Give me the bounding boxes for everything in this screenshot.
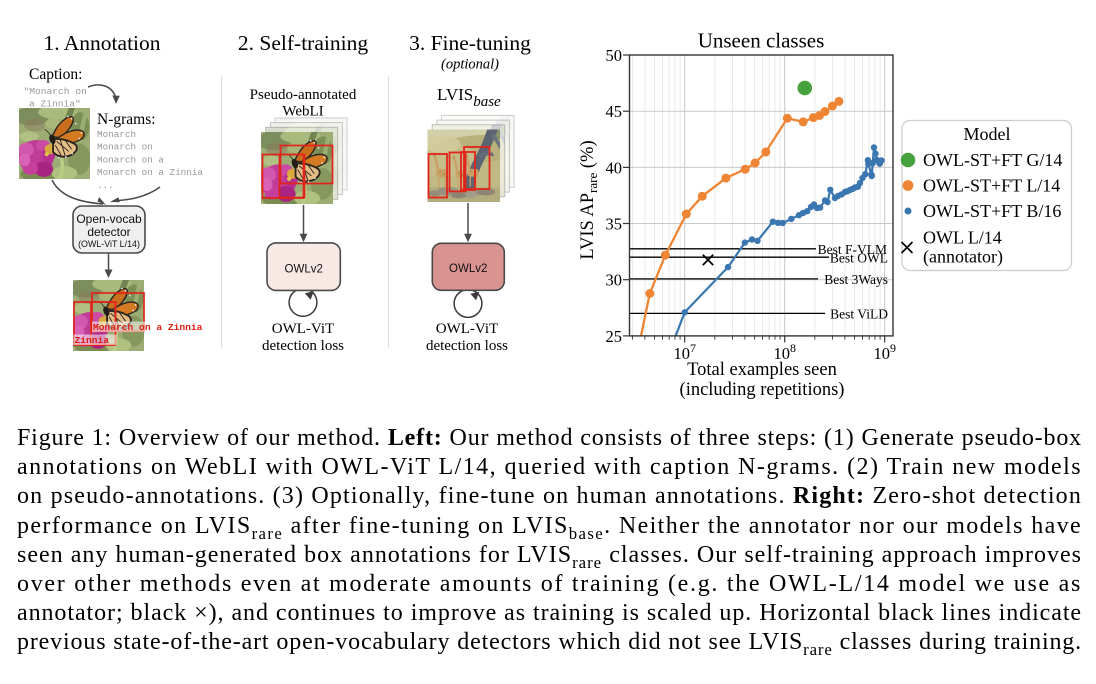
svg-text:Caption:: Caption: — [29, 66, 82, 83]
svg-text:Monarch on a: Monarch on a — [97, 154, 164, 165]
svg-text:Unseen classes: Unseen classes — [698, 29, 825, 53]
svg-text:detection loss: detection loss — [426, 338, 508, 354]
svg-text:detector: detector — [87, 225, 130, 239]
svg-text:Monarch on a Zinnia: Monarch on a Zinnia — [97, 167, 203, 178]
svg-text:(including repetitions): (including repetitions) — [680, 380, 845, 400]
svg-text:Best F-VLM: Best F-VLM — [818, 242, 887, 257]
svg-text:N-grams:: N-grams: — [97, 111, 156, 128]
svg-text:LVIS APrare (%): LVIS APrare (%) — [578, 140, 600, 259]
svg-text:1. Annotation: 1. Annotation — [43, 31, 160, 55]
svg-text:Zinnia: Zinnia — [75, 335, 110, 346]
svg-text:OWL-ST+FT B/16: OWL-ST+FT B/16 — [923, 201, 1061, 221]
svg-text:(optional): (optional) — [441, 57, 499, 73]
svg-text:OWL-ViT: OWL-ViT — [272, 321, 334, 337]
svg-text:2. Self-training: 2. Self-training — [238, 31, 368, 55]
svg-text:Total examples seen: Total examples seen — [687, 360, 837, 380]
svg-text:50: 50 — [606, 46, 623, 65]
svg-text:OWL-ST+FT G/14: OWL-ST+FT G/14 — [923, 150, 1062, 170]
svg-text:WebLI: WebLI — [282, 104, 323, 120]
svg-text:a Zinnia": a Zinnia" — [29, 99, 81, 110]
svg-text:LVISbase: LVISbase — [437, 85, 501, 110]
svg-text:detection loss: detection loss — [262, 338, 344, 354]
svg-text:(annotator): (annotator) — [923, 247, 1003, 268]
svg-text:OWL L/14: OWL L/14 — [923, 228, 1002, 248]
svg-text:OWLv2: OWLv2 — [449, 263, 487, 275]
svg-text:3. Fine-tuning: 3. Fine-tuning — [409, 31, 531, 55]
svg-text:Best 3Ways: Best 3Ways — [824, 272, 888, 287]
svg-text:OWL-ST+FT L/14: OWL-ST+FT L/14 — [923, 176, 1060, 196]
svg-text:Best OWL: Best OWL — [830, 250, 888, 265]
svg-text:"Monarch on: "Monarch on — [24, 86, 87, 97]
svg-text:35: 35 — [606, 215, 623, 234]
svg-text:40: 40 — [606, 158, 623, 177]
svg-text:...: ... — [97, 180, 114, 191]
svg-text:109: 109 — [873, 341, 896, 363]
svg-text:30: 30 — [606, 271, 623, 290]
svg-text:25: 25 — [606, 327, 623, 346]
svg-text:OWLv2: OWLv2 — [285, 263, 323, 275]
svg-text:Monarch: Monarch — [97, 129, 136, 140]
svg-text:45: 45 — [606, 102, 623, 121]
svg-text:OWL-ViT: OWL-ViT — [436, 321, 498, 337]
svg-text:Monarch on a Zinnia: Monarch on a Zinnia — [93, 322, 203, 333]
svg-text:Open-vocab: Open-vocab — [76, 212, 142, 226]
svg-text:Pseudo-annotated: Pseudo-annotated — [250, 87, 357, 103]
svg-text:Best ViLD: Best ViLD — [830, 307, 888, 322]
svg-text:Monarch on: Monarch on — [97, 142, 153, 153]
svg-text:Model: Model — [964, 124, 1011, 144]
svg-text:(OWL-ViT L/14): (OWL-ViT L/14) — [78, 239, 140, 249]
